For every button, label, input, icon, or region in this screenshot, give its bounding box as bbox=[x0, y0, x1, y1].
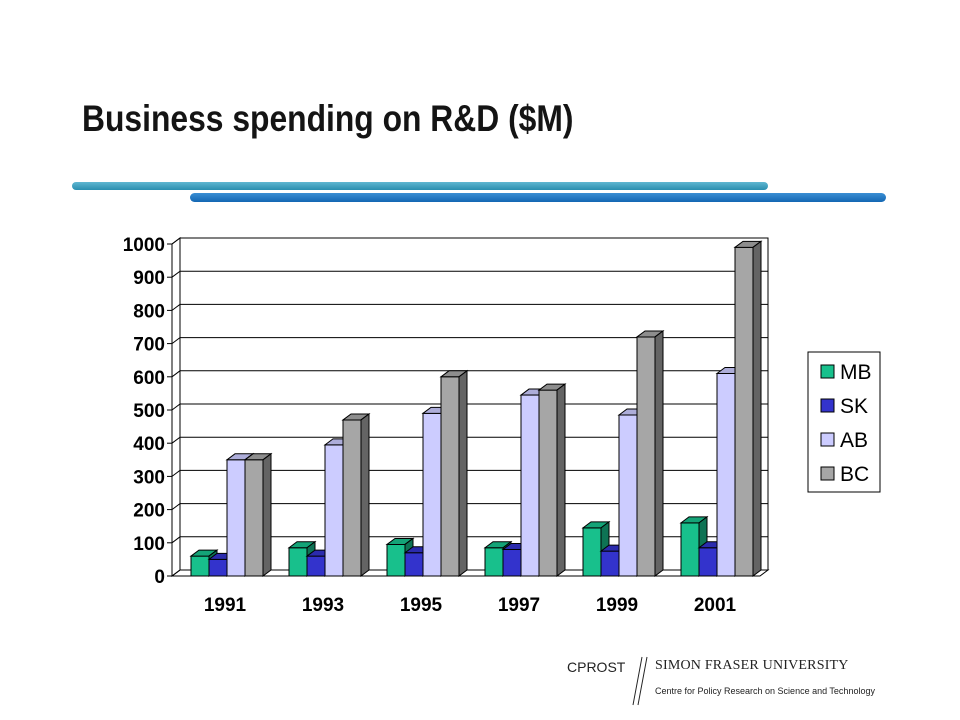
y-tick-label: 300 bbox=[133, 467, 165, 488]
bar-sk bbox=[698, 547, 718, 577]
bar-sk bbox=[208, 558, 228, 577]
gridline bbox=[171, 403, 768, 411]
x-tick-label: 1997 bbox=[498, 595, 540, 616]
bar-ab bbox=[618, 414, 638, 577]
gridline bbox=[171, 503, 768, 511]
bar-mb bbox=[680, 522, 700, 577]
y-tick-label: 100 bbox=[133, 534, 165, 555]
footer-university: SIMON FRASER UNIVERSITY bbox=[655, 658, 849, 673]
legend-swatch-sk bbox=[820, 398, 835, 413]
bar-ab bbox=[520, 394, 540, 577]
bar-sk bbox=[306, 555, 326, 577]
gridline bbox=[171, 536, 768, 544]
bar-mb bbox=[582, 527, 602, 577]
gridline bbox=[171, 436, 768, 444]
bar-ab bbox=[226, 459, 246, 577]
bar-bc bbox=[440, 376, 460, 577]
legend-label-sk: SK bbox=[840, 395, 868, 418]
legend-swatch-bc bbox=[820, 466, 835, 481]
gridline bbox=[171, 270, 768, 278]
y-tick-label: 400 bbox=[133, 434, 165, 455]
footer-divider-icon bbox=[632, 656, 648, 706]
bar-bc bbox=[734, 246, 754, 577]
bar-bc bbox=[342, 419, 362, 577]
bar-mb bbox=[484, 547, 504, 577]
y-tick-label: 1000 bbox=[123, 235, 165, 256]
y-tick-label: 900 bbox=[133, 268, 165, 289]
bar-sk bbox=[502, 548, 522, 577]
y-tick-label: 0 bbox=[154, 567, 165, 588]
x-tick-label: 1993 bbox=[302, 595, 344, 616]
bar-side-bc bbox=[556, 383, 566, 577]
bar-side-bc bbox=[360, 412, 370, 577]
bar-sk bbox=[600, 550, 620, 577]
x-tick-label: 2001 bbox=[694, 595, 737, 616]
gridline bbox=[171, 337, 768, 345]
legend-box bbox=[807, 351, 881, 493]
bar-ab bbox=[716, 372, 736, 577]
y-tick-label: 200 bbox=[133, 501, 165, 522]
legend-label-mb: MB bbox=[840, 361, 872, 384]
bar-ab bbox=[324, 444, 344, 577]
bar-side-bc bbox=[752, 240, 762, 577]
x-tick-label: 1991 bbox=[204, 595, 247, 616]
y-tick-label: 600 bbox=[133, 368, 165, 389]
bar-mb bbox=[190, 555, 210, 577]
bar-sk bbox=[404, 552, 424, 577]
bar-mb bbox=[288, 547, 308, 577]
y-tick-label: 700 bbox=[133, 335, 165, 356]
gridline bbox=[171, 237, 768, 245]
gridline bbox=[171, 469, 768, 477]
legend-label-bc: BC bbox=[840, 463, 869, 486]
legend-label-ab: AB bbox=[840, 429, 868, 452]
bar-mb bbox=[386, 543, 406, 577]
bar-side-bc bbox=[458, 369, 468, 577]
bar-bc bbox=[636, 336, 656, 577]
title-underline-bottom bbox=[190, 193, 886, 202]
y-tick-label: 500 bbox=[133, 401, 165, 422]
legend-swatch-ab bbox=[820, 432, 835, 447]
title-underline-top bbox=[72, 182, 768, 190]
x-tick-label: 1995 bbox=[400, 595, 443, 616]
footer-org: CPROST bbox=[567, 659, 626, 675]
bar-bc bbox=[538, 389, 558, 577]
bar-side-bc bbox=[262, 452, 272, 577]
bar-ab bbox=[422, 412, 442, 577]
slide-title: Business spending on R&D ($M) bbox=[82, 98, 574, 139]
bar-bc bbox=[244, 459, 264, 577]
legend-swatch-mb bbox=[820, 364, 835, 379]
y-tick-label: 800 bbox=[133, 301, 165, 322]
gridline bbox=[171, 569, 768, 577]
footer-subtitle: Centre for Policy Research on Science an… bbox=[655, 686, 875, 696]
gridline bbox=[171, 370, 768, 378]
gridline bbox=[171, 303, 768, 311]
bar-side-bc bbox=[654, 329, 664, 577]
x-tick-label: 1999 bbox=[596, 595, 638, 616]
